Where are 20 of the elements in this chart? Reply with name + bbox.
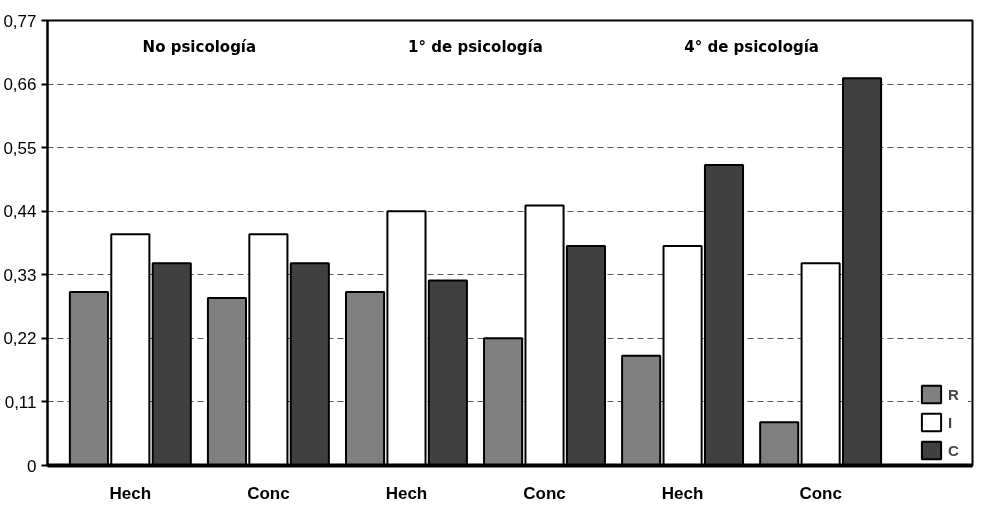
x-tick-label: Conc (247, 483, 290, 503)
y-tick-label: 0,11 (4, 392, 37, 412)
legend-label: C (948, 440, 960, 461)
y-tick-label: 0,33 (3, 265, 37, 285)
annotation: No psicología (142, 38, 257, 57)
y-tick-label: 0,44 (3, 202, 37, 222)
legend-label: I (948, 412, 954, 433)
legend-label: R (948, 384, 960, 405)
y-tick-label: 0,66 (3, 75, 37, 95)
annotation: 4° de psicología (684, 38, 819, 57)
y-tick-label: 0,22 (3, 329, 37, 349)
x-tick-label: Conc (523, 483, 566, 503)
x-tick-label: Hech (661, 483, 704, 503)
x-tick-label: Hech (109, 483, 152, 503)
y-tick-label: 0,77 (3, 11, 37, 31)
y-tick-label: 0 (27, 456, 37, 476)
x-tick-label: Hech (385, 483, 428, 503)
x-tick-label: Conc (799, 483, 842, 503)
y-tick-label: 0,55 (3, 138, 37, 158)
annotation: 1° de psicología (408, 38, 543, 57)
